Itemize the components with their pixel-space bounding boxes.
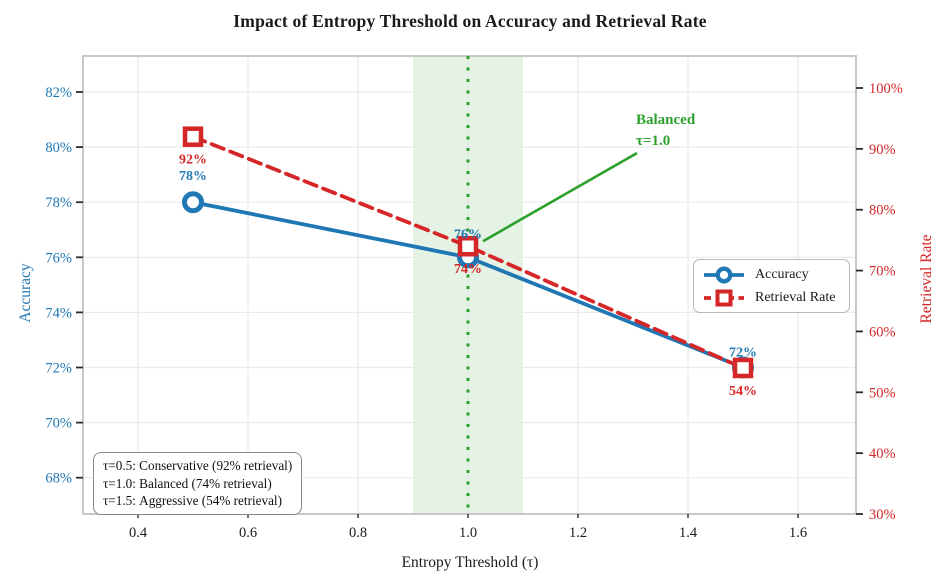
y-tick-label-right: 50% — [869, 385, 896, 401]
x-tick-label: 0.6 — [239, 525, 257, 541]
y-tick-label-left: 78% — [45, 195, 72, 211]
retrieval-legend-marker-icon — [704, 289, 744, 306]
x-tick-label: 1.4 — [679, 525, 698, 541]
accuracy-marker — [182, 191, 204, 214]
y-tick-label-right: 60% — [869, 324, 896, 340]
legend: Accuracy Retrieval Rate — [693, 259, 850, 313]
y-tick-label-right: 70% — [869, 264, 896, 280]
retrieval-rate-line — [191, 134, 745, 370]
y-tick-label-left: 76% — [45, 250, 72, 266]
x-tick-label: 1.2 — [569, 525, 587, 541]
right-axis-title: Retrieval Rate — [918, 234, 935, 324]
retrieval-rate-marker — [732, 357, 754, 379]
y-tick-label-left: 70% — [45, 416, 72, 432]
annotation-line-2: τ=1.0 — [636, 133, 671, 149]
y-tick-label-right: 40% — [869, 446, 896, 462]
threshold-notes-box: τ=0.5: Conservative (92% retrieval) τ=1.… — [93, 452, 303, 515]
chart-title: Impact of Entropy Threshold on Accuracy … — [233, 11, 707, 31]
y-tick-label-right: 100% — [869, 81, 903, 97]
y-tick-label-right: 30% — [869, 507, 896, 523]
retrieval-rate-point-label: 74% — [454, 262, 482, 277]
legend-label-accuracy: Accuracy — [755, 266, 809, 282]
annotation-line-1: Balanced — [636, 112, 696, 128]
retrieval-rate-point-label: 54% — [729, 384, 757, 399]
y-tick-label-left: 72% — [45, 361, 72, 377]
retrieval-rate-point-label: 92% — [179, 153, 207, 168]
y-tick-label-left: 82% — [45, 85, 72, 101]
y-tick-label-right: 80% — [869, 203, 896, 219]
annotation-arrow-line — [482, 151, 638, 243]
balanced-annotation: Balanced τ=1.0 — [636, 110, 695, 152]
x-tick-label: 0.8 — [349, 525, 367, 541]
y-tick-label-left: 80% — [45, 140, 72, 156]
accuracy-legend-marker-icon — [704, 266, 744, 283]
accuracy-point-label: 76% — [454, 227, 482, 242]
legend-label-retrieval-rate: Retrieval Rate — [755, 289, 836, 305]
accuracy-point-label: 78% — [179, 169, 207, 184]
left-axis-title: Accuracy — [17, 263, 34, 323]
note-aggressive: τ=1.5: Aggressive (54% retrieval) — [103, 493, 282, 509]
y-tick-label-right: 90% — [869, 142, 896, 158]
x-axis-title: Entropy Threshold (τ) — [401, 554, 539, 571]
x-tick-label: 1.0 — [459, 525, 477, 541]
retrieval-rate-marker — [182, 126, 204, 147]
legend-item-retrieval-rate: Retrieval Rate — [702, 287, 841, 308]
note-balanced: τ=1.0: Balanced (74% retrieval) — [103, 475, 272, 491]
x-tick-label: 0.4 — [129, 525, 148, 541]
x-tick-label: 1.6 — [789, 525, 807, 541]
legend-item-accuracy: Accuracy — [702, 264, 841, 285]
y-tick-label-left: 74% — [45, 305, 72, 321]
accuracy-point-label: 72% — [729, 346, 757, 361]
retrieval-rate-marker — [457, 235, 479, 257]
note-conservative: τ=0.5: Conservative (92% retrieval) — [103, 458, 293, 473]
y-tick-label-left: 68% — [45, 471, 72, 487]
